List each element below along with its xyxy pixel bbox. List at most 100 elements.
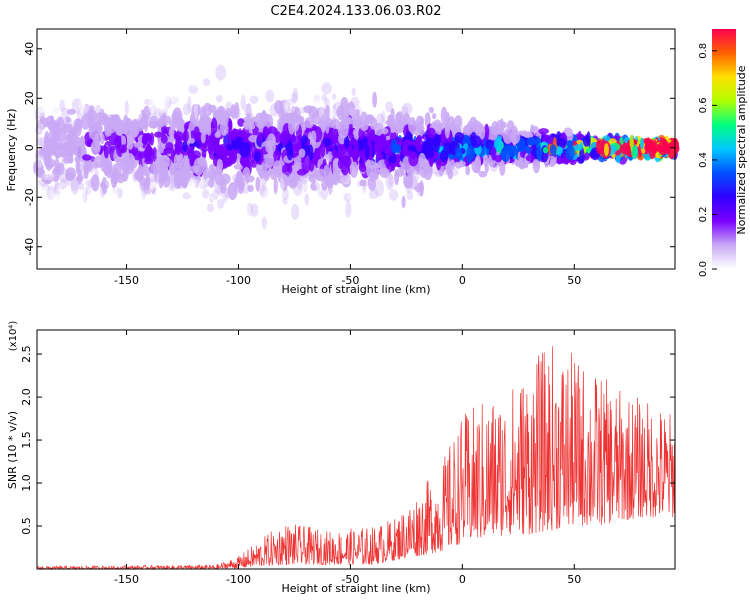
heatmap-cell [237,90,242,102]
heatmap-cell [324,98,330,109]
heatmap-cell [145,173,151,192]
snr-x-tick-label: -100 [226,573,251,586]
heatmap-cell [407,144,416,152]
heatmap-cell [147,85,154,99]
heatmap-cell [199,178,208,195]
heatmap-cell [71,146,79,155]
heatmap-cell [385,172,395,191]
heatmap-cell [215,94,223,103]
heatmap-cell [307,83,313,101]
heatmap-cell [280,113,290,126]
heatmap-cell [74,187,81,195]
heatmap-cell [284,187,293,202]
heatmap-cell [439,150,449,162]
heatmap-cell [90,127,100,141]
heatmap-cell [507,145,518,158]
heatmap-cell [386,144,393,159]
heatmap-cell [101,86,112,100]
heatmap-cell [109,182,119,196]
heatmap-cell [494,154,502,163]
heatmap-cell [79,177,87,194]
heatmap-cell [56,184,62,192]
heatmap-cell [55,115,64,129]
heatmap-cell [331,93,337,101]
heatmap-cell [242,182,250,195]
heatmap-cell [337,158,344,169]
heatmap-cell [526,137,537,146]
heatmap-cell [644,143,652,152]
heatmap-cell [281,187,289,205]
heatmap-cell [579,146,585,164]
heatmap-x-axis: -150 -100 -50 0 50 [114,29,581,287]
heatmap-cell [72,184,82,199]
heatmap-cell [245,103,252,119]
heatmap-cell [493,137,503,151]
heatmap-cell [59,185,68,197]
heatmap-cell [415,115,424,131]
heatmap-cell [43,188,48,206]
heatmap-cell [124,100,129,116]
heatmap-cell [280,176,288,191]
heatmap-cell [273,195,281,203]
heatmap-cell [279,177,285,195]
colorbar-tick-label: 0.8 [698,43,709,59]
heatmap-cell [52,193,59,208]
heatmap-cell [210,170,216,188]
heatmap-cell [408,117,417,135]
heatmap-cell [152,184,157,196]
heatmap-cell [123,119,133,130]
heatmap-cell [565,144,575,161]
heatmap-cell [331,149,338,157]
heatmap-y-tick-label: 40 [23,42,36,56]
heatmap-cell [313,194,318,204]
heatmap-cell [212,109,223,119]
heatmap-cell [245,112,251,122]
heatmap-cell [77,168,83,185]
heatmap-cell [260,184,266,197]
heatmap-cell [322,137,331,147]
heatmap-cell [70,177,80,195]
colorbar-tick-label: 0.0 [698,261,709,277]
heatmap-cell [82,186,88,203]
heatmap-cell [243,106,251,115]
heatmap-cell [347,186,353,195]
heatmap-cell [51,99,61,116]
heatmap-cell [84,90,90,98]
heatmap-cell [55,193,62,201]
heatmap-cell [105,177,113,187]
heatmap-cell [60,203,68,212]
heatmap-cell [75,136,81,146]
heatmap-x-tick-label: -50 [341,274,359,287]
heatmap-cell [245,102,255,115]
heatmap-cell [49,120,57,127]
heatmap-cell [391,138,397,154]
heatmap-cell [166,106,173,115]
heatmap-cell [38,148,49,157]
heatmap-cell [200,180,210,188]
heatmap-cell [94,88,102,102]
heatmap-cell [239,142,251,158]
heatmap-cell [113,117,119,133]
heatmap-cell [400,167,405,176]
heatmap-cell [126,103,135,113]
heatmap-cell [470,135,482,149]
heatmap-cell [110,172,118,189]
heatmap-cell [283,171,291,179]
heatmap-cell [380,110,386,128]
heatmap-cell [313,89,325,105]
heatmap-cell [300,135,308,146]
heatmap-cell [68,192,75,207]
heatmap-cell [37,108,48,118]
heatmap-cell [150,181,159,189]
heatmap-cell [428,106,434,114]
colorbar-gradient [712,29,736,269]
heatmap-cell [46,171,54,181]
heatmap-cell [187,184,193,196]
heatmap-cell [349,161,359,178]
heatmap-cell [304,117,314,129]
heatmap-cell [337,202,347,212]
heatmap-cell [78,183,87,194]
heatmap-cell [200,132,206,144]
heatmap-cell [331,174,337,185]
heatmap-cell [191,103,201,119]
